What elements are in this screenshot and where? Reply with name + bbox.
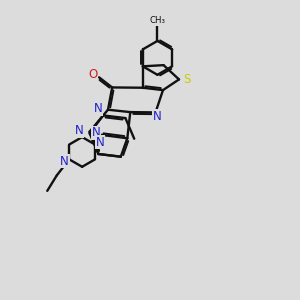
- Text: N: N: [92, 126, 101, 140]
- Text: N: N: [75, 124, 84, 137]
- Text: N: N: [60, 154, 69, 168]
- Text: N: N: [94, 102, 103, 115]
- Text: S: S: [183, 73, 190, 86]
- Text: O: O: [88, 68, 98, 81]
- Text: N: N: [153, 110, 162, 123]
- Text: N: N: [95, 136, 104, 148]
- Text: CH₃: CH₃: [149, 16, 165, 25]
